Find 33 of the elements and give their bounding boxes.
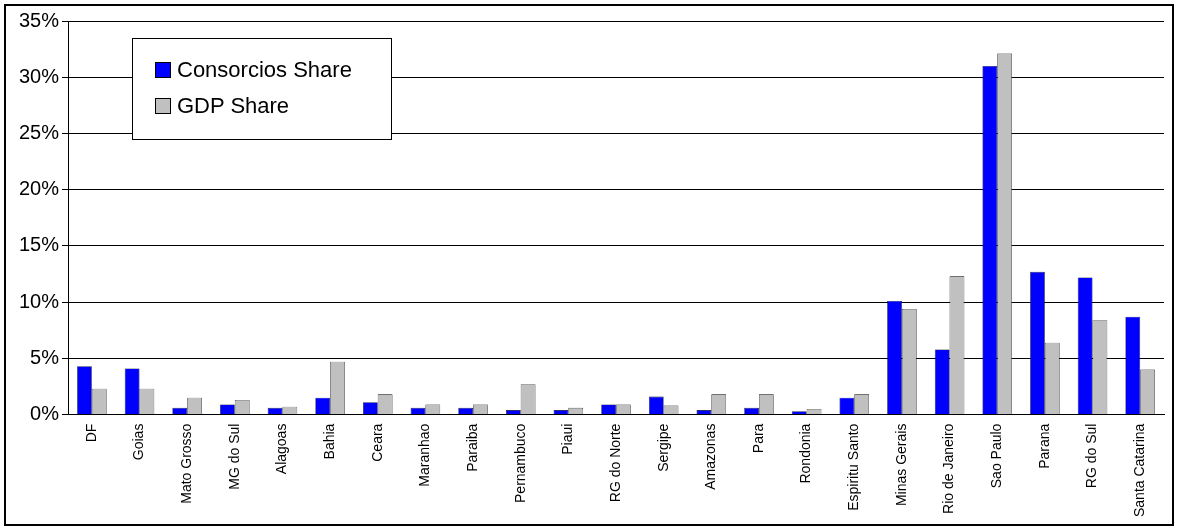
x-tick-label: Mato Grosso: [178, 423, 195, 504]
legend-label: Consorcios Share: [177, 57, 352, 83]
y-tick-label: 30%: [19, 64, 60, 87]
y-tick-label: 25%: [19, 120, 60, 143]
x-tick-label: Para: [749, 423, 766, 454]
x-tick-label: Paraiba: [463, 423, 480, 472]
x-tick-label: Sergipe: [654, 423, 671, 472]
x-tick-label: Minas Gerais: [892, 423, 909, 507]
x-tick-label: Rio de Janeiro: [940, 423, 957, 514]
x-tick-label: DF: [82, 423, 99, 443]
x-tick-label: Piaui: [559, 423, 576, 455]
y-tick-label: 10%: [19, 289, 60, 312]
x-tick-label: Maranhao: [416, 423, 433, 487]
x-tick-label: Parana: [1035, 423, 1052, 469]
x-tick-label: Goias: [130, 423, 147, 461]
y-tick-label: 15%: [19, 233, 60, 256]
x-tick-label: Amazonas: [702, 423, 719, 490]
x-tick-label: RG do Norte: [606, 423, 623, 503]
y-tick-label: 5%: [30, 345, 60, 368]
x-tick-label: Espiritu Santo: [845, 423, 862, 511]
y-tick-label: 0%: [30, 402, 60, 425]
x-tick-label: Bahia: [320, 423, 337, 460]
x-tick-label: Ceara: [368, 423, 385, 462]
x-tick-label: Pernambuco: [511, 423, 528, 503]
y-tick-label: 20%: [19, 177, 60, 200]
legend-label: GDP Share: [177, 93, 290, 119]
x-tick-label: Sao Paulo: [988, 423, 1005, 489]
y-tick-label: 35%: [19, 8, 60, 31]
x-tick-label: RG do Sul: [1083, 423, 1100, 489]
x-tick-label: Alagoas: [273, 423, 290, 475]
x-tick-label: Rondonia: [797, 423, 814, 484]
x-tick-label: MG do Sul: [225, 423, 242, 490]
x-tick-label: Santa Catarina: [1131, 423, 1148, 518]
